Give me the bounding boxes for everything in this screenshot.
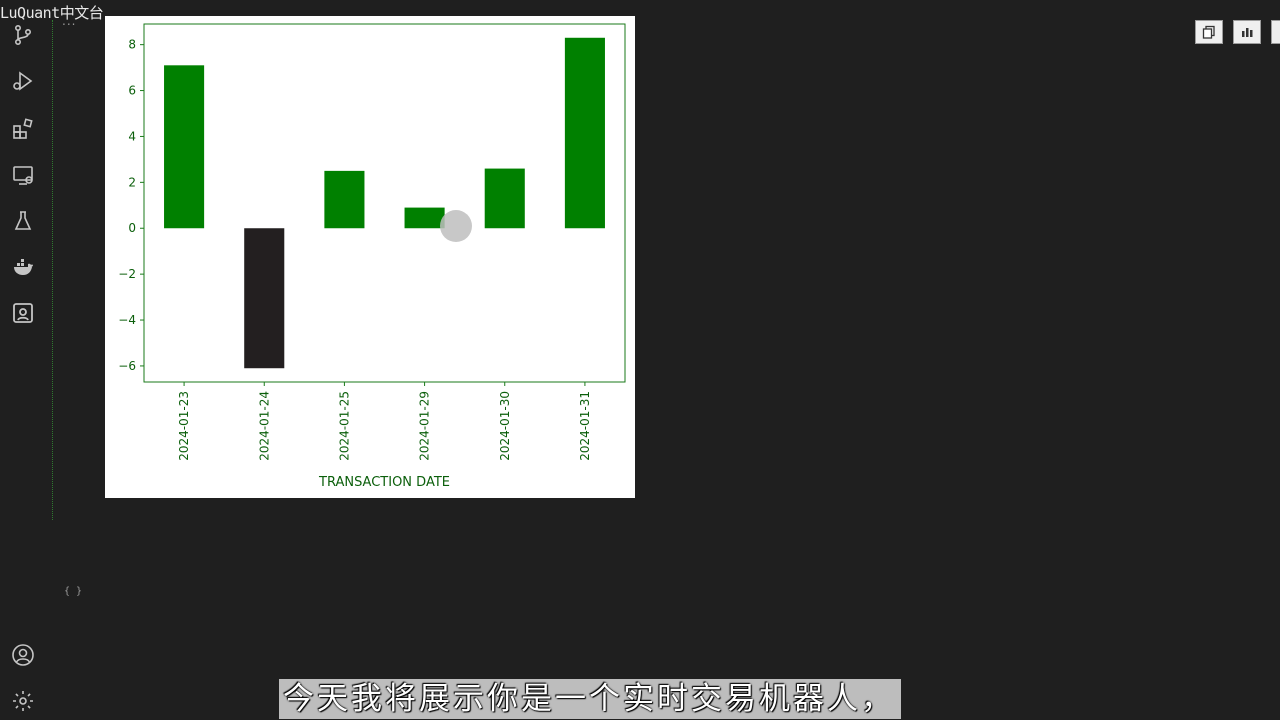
bar-2024-01-30 xyxy=(484,168,525,229)
x-tick-label: 2024-01-30 xyxy=(498,391,512,461)
y-tick-label: 8 xyxy=(128,38,136,52)
y-tick-label: 2 xyxy=(128,175,136,189)
video-subtitle: 今天我将展示你是一个实时交易机器人， xyxy=(279,679,901,719)
jupyter-icon[interactable] xyxy=(10,300,36,326)
source-control-icon[interactable] xyxy=(10,22,36,48)
x-tick-label: 2024-01-29 xyxy=(418,391,432,461)
copy-output-button[interactable] xyxy=(1195,20,1223,44)
x-tick-label: 2024-01-31 xyxy=(578,391,592,461)
x-tick-label: 2024-01-25 xyxy=(337,391,351,461)
cell-output-braces: { } xyxy=(64,586,83,597)
chart-icon xyxy=(1242,28,1253,37)
y-tick-label: 6 xyxy=(128,84,136,98)
bar-chart-output: −6 −4 −2 0 2 4 6 8 2024-01-23 2024-01-24 2024-01-… xyxy=(105,16,635,498)
testing-icon[interactable] xyxy=(10,208,36,234)
y-tick-label: 0 xyxy=(128,221,136,235)
x-tick-label: 2024-01-24 xyxy=(257,391,271,461)
x-axis-label: TRANSACTION DATE xyxy=(318,475,450,490)
mouse-cursor-highlight xyxy=(440,210,472,242)
settings-gear-icon[interactable] xyxy=(10,688,36,714)
x-tick-label: 2024-01-23 xyxy=(177,391,191,461)
y-tick-label: −4 xyxy=(118,313,136,327)
y-tick-label: 4 xyxy=(128,129,136,143)
cell-collapse-dots[interactable]: ... xyxy=(62,14,77,28)
bar-chart: −6 −4 −2 0 2 4 6 8 2024-01-23 2024-01-24 2024-01-… xyxy=(118,23,626,490)
channel-watermark: LuQuant中文台 xyxy=(0,4,104,22)
plot-frame xyxy=(143,23,626,383)
more-actions-button[interactable] xyxy=(1271,20,1280,44)
bar-2024-01-31 xyxy=(564,37,605,229)
extensions-icon[interactable] xyxy=(10,116,36,142)
bar-2024-01-25 xyxy=(324,170,365,229)
y-tick-label: −6 xyxy=(118,359,136,373)
run-debug-icon[interactable] xyxy=(10,68,36,94)
bar-2024-01-23 xyxy=(164,65,205,229)
cell-gutter xyxy=(52,20,53,520)
account-icon[interactable] xyxy=(10,642,36,668)
copy-icon xyxy=(1202,25,1215,39)
chart-view-button[interactable] xyxy=(1233,20,1261,44)
remote-explorer-icon[interactable] xyxy=(10,162,36,188)
docker-icon[interactable] xyxy=(10,254,36,280)
bar-2024-01-29 xyxy=(404,207,445,229)
y-tick-label: −2 xyxy=(118,267,136,281)
activity-bar xyxy=(0,0,46,720)
bar-2024-01-24 xyxy=(244,228,285,369)
